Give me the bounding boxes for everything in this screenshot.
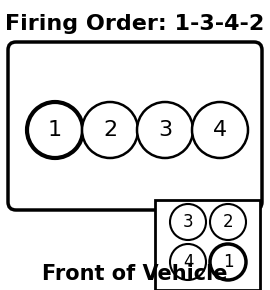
Circle shape	[170, 244, 206, 280]
Circle shape	[137, 102, 193, 158]
Text: Firing Order: 1-3-4-2: Firing Order: 1-3-4-2	[5, 14, 265, 34]
Text: Front of Vehicle: Front of Vehicle	[42, 264, 228, 284]
Text: 2: 2	[223, 213, 233, 231]
Text: 1: 1	[48, 120, 62, 140]
Bar	[155, 200, 260, 290]
Text: 1: 1	[223, 253, 233, 271]
FancyBboxPatch shape	[8, 42, 262, 210]
Circle shape	[170, 204, 206, 240]
Text: 4: 4	[183, 253, 193, 271]
Circle shape	[192, 102, 248, 158]
Text: 4: 4	[213, 120, 227, 140]
Text: 2: 2	[103, 120, 117, 140]
Text: 3: 3	[183, 213, 193, 231]
Circle shape	[210, 204, 246, 240]
Circle shape	[82, 102, 138, 158]
Circle shape	[210, 244, 246, 280]
Text: 3: 3	[158, 120, 172, 140]
Circle shape	[27, 102, 83, 158]
